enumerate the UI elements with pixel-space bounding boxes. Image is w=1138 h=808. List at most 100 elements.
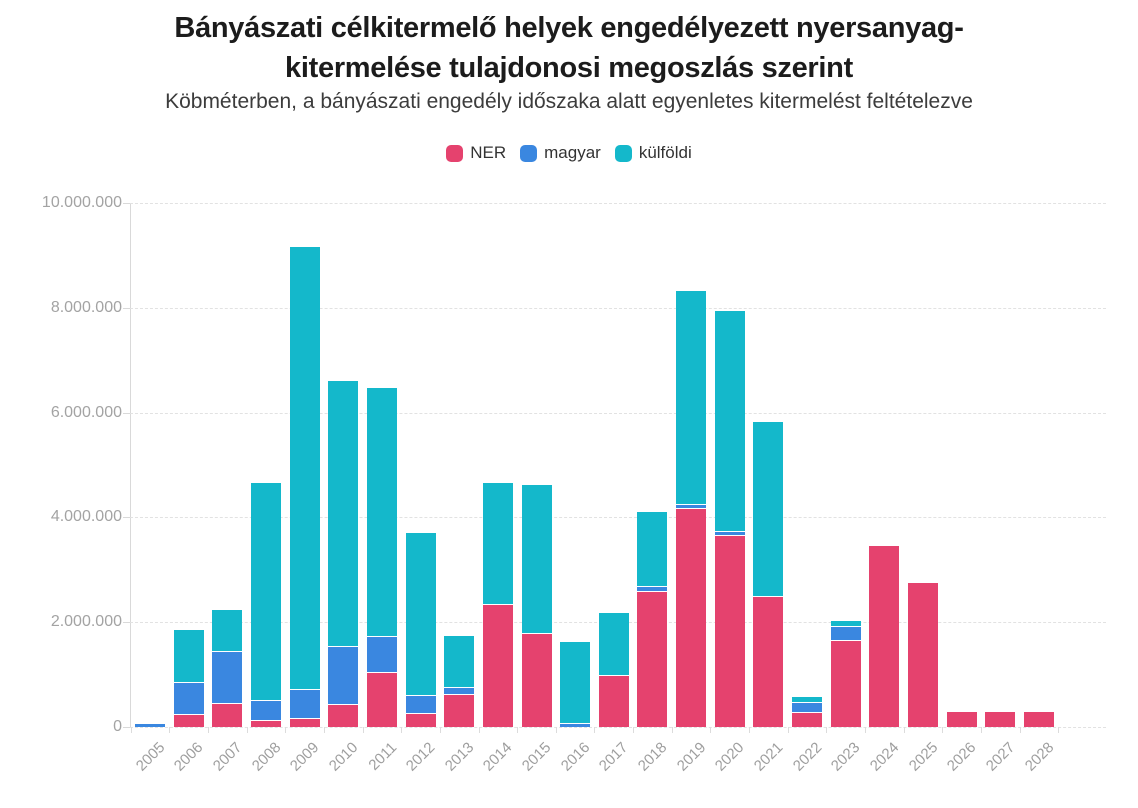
bar-segment-kulfoldi[interactable] <box>560 642 591 723</box>
bar-segment-ner[interactable] <box>250 721 281 727</box>
bar-segment-ner[interactable] <box>482 605 513 727</box>
bar-segment-kulfoldi[interactable] <box>173 630 204 682</box>
bar-segment-ner[interactable] <box>289 719 320 727</box>
bar-segment-ner[interactable] <box>637 592 668 727</box>
legend-item-ner[interactable]: NER <box>446 143 506 163</box>
x-axis-tick <box>401 727 403 733</box>
bar-group-2016[interactable] <box>560 642 591 727</box>
y-axis-tick <box>123 727 130 728</box>
bar-group-2026[interactable] <box>946 712 977 727</box>
x-axis-label: 2019 <box>673 739 710 775</box>
bar-segment-kulfoldi[interactable] <box>250 483 281 700</box>
bar-segment-magyar[interactable] <box>328 647 359 704</box>
bar-segment-ner[interactable] <box>869 546 900 727</box>
bar-group-2010[interactable] <box>328 381 359 727</box>
bar-group-2022[interactable] <box>792 697 823 727</box>
bar-group-2025[interactable] <box>908 583 938 727</box>
bar-segment-ner[interactable] <box>1023 712 1054 727</box>
y-axis-label: 4.000.000 <box>50 508 122 526</box>
page-title-line2: kitermelése tulajdonosi megoszlás szerin… <box>285 52 853 84</box>
bar-segment-kulfoldi[interactable] <box>598 613 629 675</box>
legend-item-magyar[interactable]: magyar <box>520 143 601 163</box>
bar-segment-ner[interactable] <box>521 634 552 727</box>
legend-item-kulfoldi[interactable]: külföldi <box>614 143 692 163</box>
bar-segment-kulfoldi[interactable] <box>405 533 436 695</box>
bar-segment-ner[interactable] <box>444 695 475 727</box>
y-axis-label: 10.000.000 <box>41 194 122 211</box>
bar-segment-magyar[interactable] <box>173 683 204 714</box>
bar-segment-kulfoldi[interactable] <box>444 636 475 687</box>
y-axis-tick <box>123 517 130 519</box>
x-axis-label: 2007 <box>209 739 246 775</box>
bar-group-2015[interactable] <box>521 485 552 727</box>
bar-group-2021[interactable] <box>753 422 784 727</box>
x-axis-tick <box>1058 727 1060 733</box>
bar-segment-magyar[interactable] <box>560 724 591 727</box>
bar-segment-magyar[interactable] <box>714 532 745 535</box>
bar-group-2023[interactable] <box>830 621 861 727</box>
bar-segment-kulfoldi[interactable] <box>289 247 320 689</box>
bar-segment-magyar[interactable] <box>830 627 861 640</box>
bar-group-2011[interactable] <box>366 388 397 727</box>
bar-group-2006[interactable] <box>173 630 204 727</box>
bar-segment-kulfoldi[interactable] <box>714 311 745 531</box>
bar-segment-magyar[interactable] <box>212 652 243 703</box>
bar-segment-kulfoldi[interactable] <box>521 485 552 633</box>
bar-group-2018[interactable] <box>637 512 668 727</box>
bar-segment-kulfoldi[interactable] <box>753 422 784 596</box>
bar-segment-ner[interactable] <box>328 705 359 727</box>
bar-segment-kulfoldi[interactable] <box>482 483 513 604</box>
x-axis-label: 2015 <box>518 739 555 775</box>
bar-segment-kulfoldi[interactable] <box>637 512 668 586</box>
bar-segment-ner[interactable] <box>173 715 204 727</box>
bar-segment-magyar[interactable] <box>135 724 165 727</box>
bar-segment-kulfoldi[interactable] <box>830 621 861 626</box>
bar-segment-ner[interactable] <box>985 712 1016 727</box>
bar-segment-kulfoldi[interactable] <box>328 381 359 646</box>
bar-segment-kulfoldi[interactable] <box>366 388 397 636</box>
bar-segment-ner[interactable] <box>598 676 629 727</box>
bar-segment-magyar[interactable] <box>676 505 707 508</box>
bar-group-2028[interactable] <box>1023 712 1054 727</box>
bar-segment-ner[interactable] <box>212 704 243 727</box>
bar-group-2014[interactable] <box>482 483 513 727</box>
bar-segment-magyar[interactable] <box>250 701 281 720</box>
x-axis-label: 2006 <box>171 739 207 775</box>
bar-segment-magyar[interactable] <box>637 587 668 591</box>
bar-group-2017[interactable] <box>598 613 629 727</box>
bar-segment-ner[interactable] <box>908 583 938 727</box>
bar-segment-ner[interactable] <box>366 673 397 727</box>
x-axis-label: 2009 <box>287 739 323 775</box>
bar-segment-magyar[interactable] <box>405 696 436 713</box>
bar-segment-magyar[interactable] <box>444 688 475 694</box>
bar-segment-ner[interactable] <box>714 536 745 727</box>
bar-segment-magyar[interactable] <box>289 690 320 718</box>
bar-segment-ner[interactable] <box>792 713 823 727</box>
bar-group-2013[interactable] <box>444 636 475 727</box>
bar-group-2005[interactable] <box>135 724 165 727</box>
bar-segment-ner[interactable] <box>830 641 861 727</box>
bar-segment-ner[interactable] <box>946 712 977 727</box>
bar-segment-kulfoldi[interactable] <box>212 610 243 651</box>
bar-segment-ner[interactable] <box>676 509 707 727</box>
bar-group-2024[interactable] <box>869 546 900 727</box>
x-axis-label: 2014 <box>480 739 516 775</box>
y-axis-label: 2.000.000 <box>50 613 122 631</box>
bar-segment-kulfoldi[interactable] <box>676 291 707 504</box>
bar-segment-magyar[interactable] <box>792 703 823 712</box>
bar-group-2019[interactable] <box>676 291 707 727</box>
bar-segment-magyar[interactable] <box>366 637 397 672</box>
bar-group-2012[interactable] <box>405 533 436 727</box>
y-axis-label: 0 <box>113 718 122 735</box>
bar-segment-ner[interactable] <box>753 597 784 727</box>
bar-group-2007[interactable] <box>212 610 243 727</box>
bar-segment-kulfoldi[interactable] <box>792 697 823 702</box>
bar-group-2009[interactable] <box>289 247 320 727</box>
bar-group-2008[interactable] <box>250 483 281 727</box>
bar-group-2020[interactable] <box>714 311 745 727</box>
bar-group-2027[interactable] <box>985 712 1016 727</box>
x-axis-label: 2011 <box>365 739 400 774</box>
gridline <box>130 412 1106 414</box>
bar-segment-ner[interactable] <box>405 714 436 727</box>
